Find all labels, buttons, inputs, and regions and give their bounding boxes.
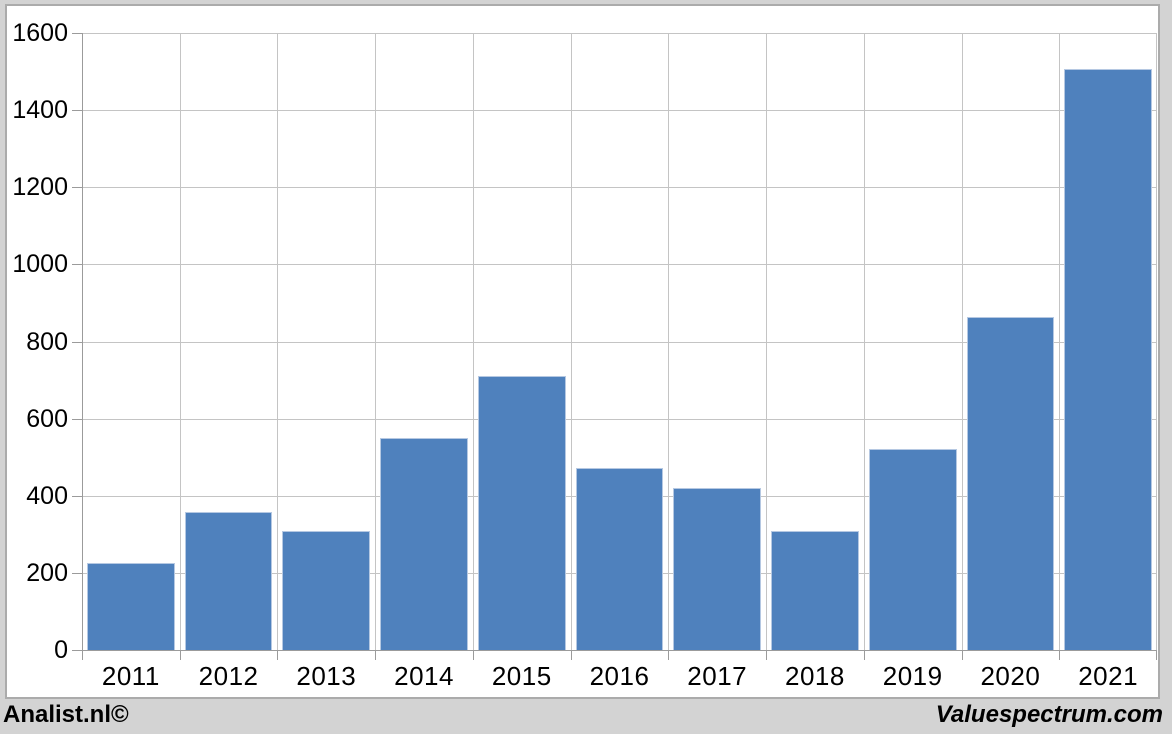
x-axis-label-2018: 2018 [785, 661, 845, 691]
y-tick-1400 [72, 110, 82, 112]
x-tick-8 [863, 650, 865, 660]
x-tick-11 [1156, 650, 1157, 660]
gridline-x-7 [766, 33, 768, 650]
y-tick-1600 [72, 33, 82, 34]
valuespectrum-credit: Valuespectrum.com [935, 701, 1163, 728]
x-tick-6 [668, 650, 670, 660]
bar-2015 [477, 376, 566, 650]
x-tick-5 [570, 650, 572, 660]
x-axis-label-2012: 2012 [198, 661, 259, 691]
x-axis-label-2013: 2013 [296, 661, 357, 691]
gridline-y-800 [82, 341, 1157, 343]
gridline-y-1000 [82, 264, 1157, 266]
analist-credit: Analist.nl© [3, 701, 129, 728]
y-axis-label-400: 400 [26, 481, 68, 510]
chart-panel: 0 200 400 600 800 1000 1200 1400 1600 2011 2012 201… [5, 4, 1160, 699]
bar-2018 [771, 530, 859, 650]
y-tick-800 [72, 341, 82, 343]
gridline-x-5 [570, 33, 572, 650]
y-axis-label-1200: 1200 [12, 173, 68, 202]
gridline-x-10 [1059, 33, 1061, 650]
bar-2011 [87, 562, 175, 650]
bar-2019 [868, 449, 957, 650]
y-tick-200 [72, 572, 82, 574]
y-axis-label-200: 200 [26, 558, 68, 587]
gridline-x-9 [961, 33, 963, 650]
bar-2017 [673, 488, 762, 650]
x-tick-3 [375, 650, 377, 660]
x-tick-10 [1059, 650, 1061, 660]
x-axis-label-2021: 2021 [1078, 661, 1139, 691]
x-axis-label-2020: 2020 [980, 661, 1041, 691]
bar-2021 [1064, 69, 1152, 650]
y-axis-label-600: 600 [26, 404, 68, 433]
x-tick-0 [82, 650, 83, 660]
footer-bar: Analist.nl© Valuespectrum.com [0, 699, 1172, 734]
x-axis-line [82, 650, 1157, 651]
gridline-x-1 [179, 33, 181, 650]
x-axis-label-2011: 2011 [101, 661, 160, 691]
y-axis-label-1000: 1000 [12, 250, 68, 279]
y-tick-0 [72, 650, 82, 651]
y-tick-1200 [72, 187, 82, 189]
x-axis-label-2016: 2016 [589, 661, 650, 691]
x-tick-4 [472, 650, 474, 660]
gridline-x-6 [668, 33, 670, 650]
gridline-x-8 [863, 33, 865, 650]
gridline-y-1600 [82, 33, 1157, 34]
y-tick-600 [72, 418, 82, 420]
x-axis-label-2015: 2015 [491, 661, 552, 691]
x-axis-label-2017: 2017 [687, 661, 748, 691]
y-axis-line [82, 33, 83, 650]
gridline-x-3 [375, 33, 377, 650]
gridline-y-600 [82, 418, 1157, 420]
x-tick-7 [766, 650, 768, 660]
x-tick-9 [961, 650, 963, 660]
y-axis-label-1400: 1400 [12, 96, 68, 125]
y-axis-label-800: 800 [26, 327, 68, 356]
gridline-y-1400 [82, 110, 1157, 112]
bar-2013 [282, 530, 371, 650]
y-tick-400 [72, 495, 82, 497]
y-tick-1000 [72, 264, 82, 266]
bar-2020 [966, 317, 1055, 650]
x-axis-label-2019: 2019 [882, 661, 943, 691]
bar-2012 [184, 511, 273, 650]
x-axis-label-2014: 2014 [394, 661, 454, 691]
gridline-y-1200 [82, 187, 1157, 189]
gridline-x-4 [472, 33, 474, 650]
x-tick-1 [179, 650, 181, 660]
y-axis-label-0: 0 [54, 636, 68, 664]
bar-2016 [575, 468, 664, 650]
gridline-x-11 [1156, 33, 1157, 650]
x-tick-2 [277, 650, 279, 660]
plot-area: 0 200 400 600 800 1000 1200 1400 1600 2011 2012 201… [12, 20, 1157, 690]
y-axis-label-1600: 1600 [12, 19, 68, 47]
bar-2014 [380, 438, 468, 650]
gridline-x-2 [277, 33, 279, 650]
